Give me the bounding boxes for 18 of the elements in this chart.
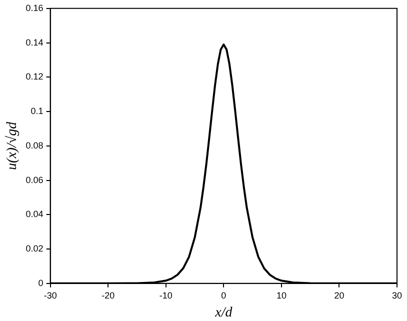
y-tick-label: 0.1 <box>30 106 44 116</box>
y-axis-title: u(x)/√gd <box>4 120 20 170</box>
y-tick-label: 0.12 <box>26 72 44 82</box>
x-tick-label: 0 <box>221 290 226 300</box>
y-tick-label: 0.02 <box>26 244 44 254</box>
y-tick-label: 0.14 <box>26 37 44 48</box>
x-tick-label: 10 <box>276 290 286 300</box>
x-axis-title: x/d <box>214 305 234 320</box>
y-tick-label: 0.04 <box>26 209 44 220</box>
y-tick-label: 0.16 <box>26 2 44 13</box>
x-tick-label: -20 <box>102 290 115 300</box>
y-tick-label: 0.06 <box>26 174 44 185</box>
x-tick-label: 20 <box>334 290 344 300</box>
x-tick-label: -10 <box>159 290 172 300</box>
y-tick-label: 0.08 <box>26 140 44 150</box>
y-tick-label: 0 <box>38 278 44 288</box>
x-tick-label: -30 <box>44 290 57 300</box>
x-tick-label: 30 <box>392 290 402 300</box>
